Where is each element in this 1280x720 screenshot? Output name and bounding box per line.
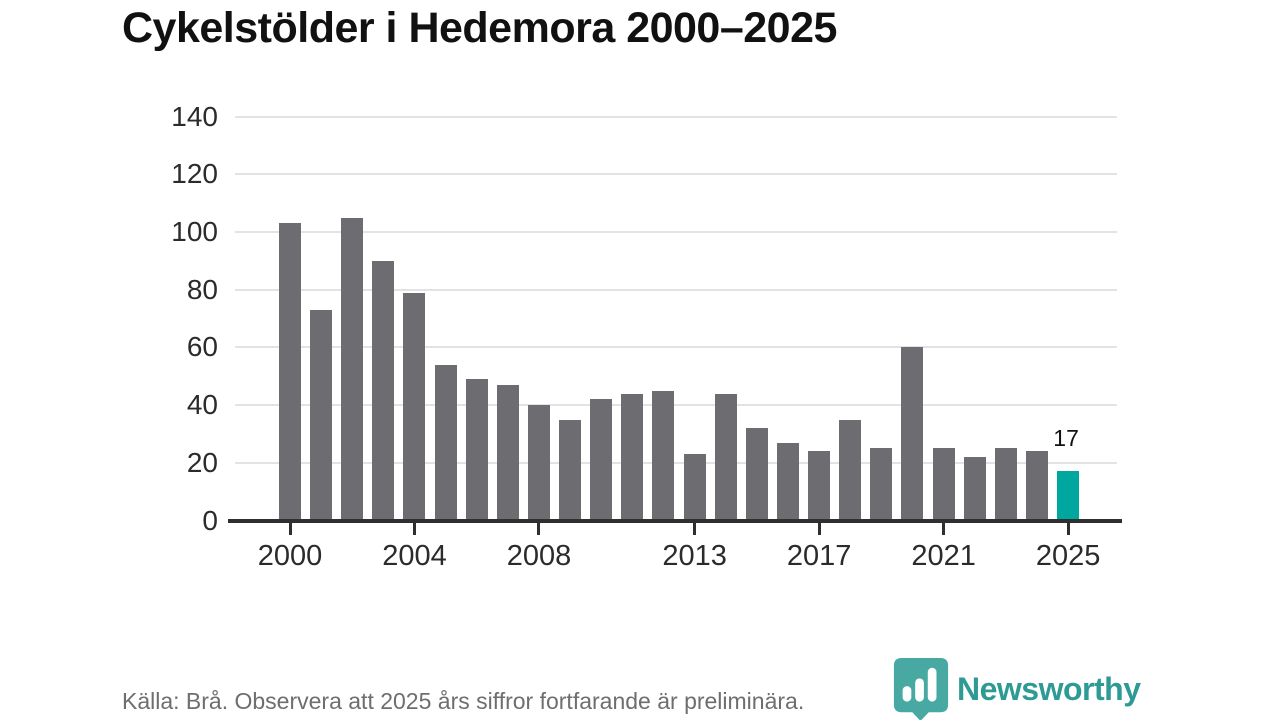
- bar-2013: [683, 454, 706, 521]
- gridline-y-140: [235, 115, 1117, 118]
- x-axis-tick-2004: [412, 522, 416, 535]
- x-axis-tick-2008: [537, 522, 541, 535]
- y-axis-tick-label: 40: [186, 389, 218, 421]
- x-axis-tick-label: 2000: [257, 540, 323, 572]
- highlight-value-label: 17: [1053, 425, 1079, 452]
- bar-2011: [621, 393, 644, 521]
- newsworthy-pin-bar-chart-icon: [893, 658, 949, 720]
- gridline-y-20: [235, 461, 1117, 464]
- x-axis-tick-label: 2008: [506, 540, 572, 572]
- bar-2007: [496, 384, 519, 521]
- y-axis-tick-label: 140: [171, 100, 218, 132]
- gridline-y-40: [235, 404, 1117, 407]
- bar-2009: [559, 419, 582, 521]
- bar-2019: [870, 448, 893, 521]
- source-note: Källa: Brå. Observera att 2025 års siffr…: [122, 688, 805, 714]
- bar-2004: [403, 292, 426, 521]
- bar-2020: [901, 347, 924, 521]
- bar-2008: [527, 405, 550, 521]
- x-axis-tick-2021: [942, 522, 946, 535]
- x-axis-tick-2013: [693, 522, 697, 535]
- bar-2006: [465, 379, 488, 521]
- bar-2012: [652, 390, 675, 521]
- x-axis-tick-label: 2013: [662, 540, 727, 572]
- bar-2017: [808, 451, 831, 521]
- y-axis-tick-label: 0: [202, 504, 218, 536]
- x-axis-tick-2017: [817, 522, 821, 535]
- x-axis-line: [228, 518, 1122, 523]
- bar-2001: [310, 309, 333, 521]
- y-axis-tick-label: 60: [186, 331, 218, 363]
- x-axis-tick-2000: [288, 522, 292, 535]
- bar-2005: [434, 364, 457, 521]
- bar-2018: [839, 419, 862, 521]
- x-axis-tick-label: 2004: [382, 540, 447, 572]
- y-axis-tick-label: 100: [171, 216, 218, 248]
- bar-2022: [963, 457, 986, 521]
- bar-2000: [279, 223, 301, 521]
- bar-2016: [776, 442, 799, 521]
- x-axis-tick-2025: [1066, 522, 1070, 535]
- x-axis-tick-label: 2021: [911, 540, 976, 572]
- gridline-y-120: [235, 173, 1117, 176]
- bar-2021: [932, 448, 955, 521]
- y-axis-tick-label: 20: [186, 446, 218, 478]
- newsworthy-logo: Newsworthy: [891, 656, 1141, 720]
- y-axis-tick-label: 80: [186, 273, 218, 305]
- gridline-y-60: [235, 346, 1117, 349]
- bar-2002: [341, 217, 364, 521]
- newsworthy-logo-text: Newsworthy: [957, 671, 1141, 707]
- y-axis-tick-label: 120: [171, 158, 218, 190]
- chart-title: Cykelstölder i Hedemora 2000–2025: [122, 4, 837, 52]
- bar-2025: [1057, 471, 1080, 521]
- gridline-y-100: [235, 231, 1117, 234]
- x-axis-tick-label: 2017: [786, 540, 852, 572]
- x-axis-tick-label: 2025: [1035, 540, 1101, 572]
- bar-2015: [745, 428, 768, 521]
- bar-2023: [994, 448, 1017, 521]
- gridline-y-80: [235, 288, 1117, 291]
- bar-2010: [590, 399, 613, 521]
- bar-2003: [372, 260, 395, 521]
- bar-2014: [714, 393, 737, 521]
- bar-2024: [1025, 451, 1048, 521]
